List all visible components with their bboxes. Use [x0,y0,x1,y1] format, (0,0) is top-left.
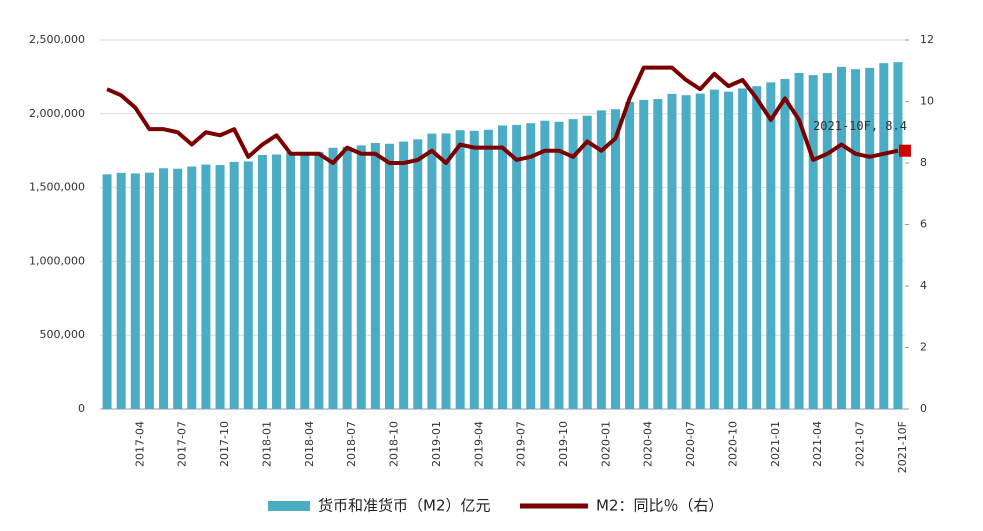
y-tick-label: 2,500,000 [29,33,85,46]
y-tick-label: 1,000,000 [29,254,85,267]
bar [709,89,719,409]
bar [723,91,733,409]
bar [229,161,239,409]
bar [187,166,197,409]
bar [144,172,154,409]
x-tick-label: 2017-10 [218,421,231,467]
y2-tick-label: 2 [920,341,927,354]
y-tick-label: 2,000,000 [29,107,85,120]
x-tick-label: 2017-04 [133,421,146,467]
x-tick-label: 2021-01 [769,421,782,467]
bar [173,168,183,409]
bar [752,86,762,410]
bar [667,93,677,410]
bar [399,141,409,409]
bar [568,119,578,410]
bar [879,63,889,410]
bar [272,154,282,409]
bar [625,101,635,410]
x-tick-label: 2020-10 [726,421,739,467]
x-tick-label: 2020-07 [684,421,697,467]
bar [385,143,395,409]
bar [596,110,606,409]
bar [808,75,818,410]
bar [851,69,861,410]
bar [413,139,423,410]
bar [498,125,507,410]
legend-label: 货币和准货币（M2）亿元 [318,497,491,515]
bar [286,152,296,409]
x-tick-label: 2021-10F [896,421,909,473]
x-tick-label: 2020-01 [599,421,612,467]
x-tick-label: 2019-04 [472,421,485,467]
y2-tick-label: 8 [920,156,927,169]
bar [257,154,267,409]
annotation: 2021-10F, 8.4 [813,119,907,133]
bar [695,93,705,409]
bar [116,172,126,409]
x-tick-label: 2019-01 [430,421,443,467]
bar [836,66,846,410]
bar [681,95,691,410]
last-point-marker [898,144,911,157]
bar [893,62,903,409]
bar [554,121,564,410]
bar [370,143,380,410]
x-tick-label: 2019-10 [557,421,570,467]
bar [215,165,225,409]
y2-tick-label: 10 [920,95,934,108]
bar [639,99,649,409]
legend-swatch [268,501,310,511]
bar [822,73,832,409]
y2-tick-label: 4 [920,279,927,292]
bar [610,109,620,410]
bar [102,174,112,409]
y-tick-label: 0 [78,402,85,415]
x-tick-label: 2019-07 [515,421,528,467]
y-tick-label: 500,000 [40,328,86,341]
bar [441,133,451,410]
bar [526,123,536,409]
x-tick-label: 2020-04 [642,421,655,467]
bar [780,78,790,409]
x-tick-label: 2018-01 [260,421,273,467]
line [106,65,899,165]
bar [342,146,352,409]
bar [865,67,875,410]
bar [469,130,479,410]
bar [455,130,465,409]
bar [314,151,324,409]
bar [582,115,592,409]
x-tick-label: 2018-04 [303,421,316,467]
bar [653,99,663,409]
x-tick-label: 2021-04 [811,421,824,467]
y2-tick-label: 0 [920,402,927,415]
bar [766,82,776,409]
bar [356,145,366,409]
bar [328,147,338,410]
x-tick-label: 2017-07 [176,421,189,467]
bar [540,120,550,410]
y2-tick-label: 12 [920,33,934,46]
bar [130,173,140,409]
bar [483,129,493,410]
bar [300,152,310,410]
bar [512,124,522,410]
bar [243,161,253,409]
y2-tick-label: 6 [920,218,927,231]
x-tick-label: 2018-10 [388,421,401,467]
x-tick-label: 2021-07 [854,421,867,467]
x-tick-label: 2018-07 [345,421,358,467]
y-tick-label: 1,500,000 [29,181,85,194]
bar [159,168,169,409]
bar [794,72,804,410]
legend: 货币和准货币（M2）亿元 M2：同比％（右） [268,497,724,515]
legend-label: M2：同比％（右） [596,497,724,515]
bar [738,88,748,409]
bar [201,164,211,409]
bar [427,133,437,409]
